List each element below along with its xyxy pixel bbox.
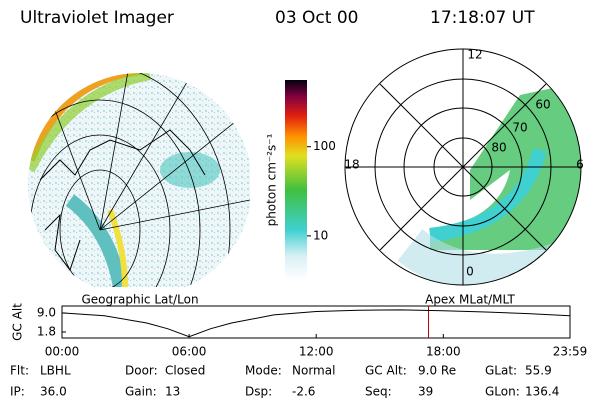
y-tick-label: 1.8 (37, 324, 56, 338)
x-tick-label: 06:00 (172, 345, 207, 359)
mlt-label: 18 (344, 158, 359, 172)
mlt-label: 12 (467, 48, 482, 62)
altitude-curve (61, 309, 571, 338)
x-tick-label: 00:00 (45, 345, 80, 359)
info-label: Gain: (125, 385, 157, 399)
info-label: GLon: (485, 385, 520, 399)
colorbar-label: photon cm⁻²s⁻¹ (265, 133, 279, 226)
info-value: 55.9 (525, 364, 552, 378)
polar-label: Apex MLat/MLT (425, 293, 515, 307)
geo-image (28, 73, 251, 288)
info-value: 13 (165, 385, 180, 399)
info-value: -2.6 (292, 385, 315, 399)
colorbar-tick-label: 10 (313, 228, 328, 242)
info-label: Flt: (10, 364, 29, 378)
info-value: Normal (292, 364, 335, 378)
info-value: 39 (418, 385, 433, 399)
info-value: 136.4 (525, 385, 559, 399)
info-value: Closed (165, 364, 205, 378)
title: Ultraviolet Imager (20, 8, 174, 28)
info-label: Dsp: (245, 385, 272, 399)
mlat-label: 70 (512, 121, 527, 135)
mlt-label: 6 (576, 158, 584, 172)
info-label: Door: (125, 364, 158, 378)
map-label: Geographic Lat/Lon (81, 293, 198, 307)
info-label: IP: (10, 385, 25, 399)
info-value: LBHL (40, 364, 71, 378)
colorbar-tick-label: 100 (313, 139, 336, 153)
x-tick-label: 23:59 (553, 345, 588, 359)
info-value: 9.0 Re (418, 364, 456, 378)
colorbar (285, 80, 307, 280)
info-label: GLat: (485, 364, 517, 378)
info-label: Mode: (245, 364, 282, 378)
info-label: Seq: (365, 385, 392, 399)
info-label: GC Alt: (365, 364, 407, 378)
mlt-label: 0 (466, 265, 474, 279)
time: 17:18:07 UT (430, 8, 535, 28)
altitude-ylabel: GC Alt (11, 303, 25, 341)
date: 03 Oct 00 (275, 8, 358, 28)
x-tick-label: 12:00 (299, 345, 334, 359)
y-tick-label: 9.0 (37, 306, 56, 320)
info-value: 36.0 (40, 385, 67, 399)
polar-plot (344, 48, 582, 286)
mlat-label: 80 (491, 141, 506, 155)
mlat-label: 60 (535, 98, 550, 112)
x-tick-label: 18:00 (426, 345, 461, 359)
